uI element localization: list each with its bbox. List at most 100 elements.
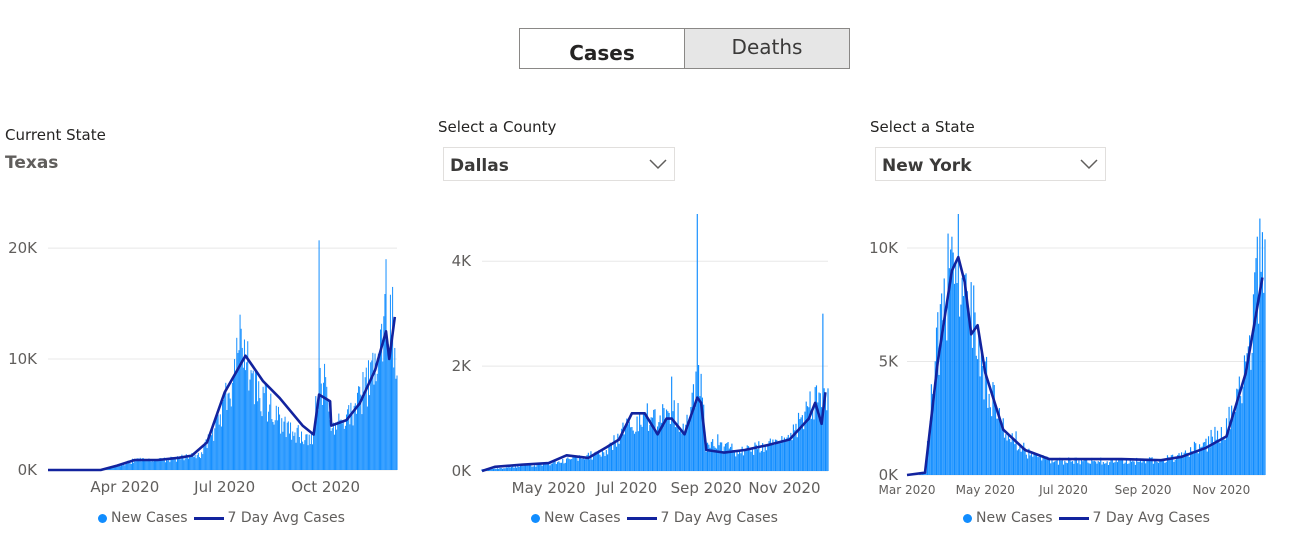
new-cases-bar <box>656 426 659 471</box>
deaths-button[interactable]: Deaths <box>684 29 849 68</box>
new-cases-bar <box>1242 386 1244 475</box>
legend-chart-1: New Cases 7 Day Avg Cases <box>98 510 345 526</box>
new-cases-bar <box>1164 463 1166 475</box>
new-cases-bar <box>302 441 304 470</box>
new-cases-bar <box>184 458 186 470</box>
new-cases-bar <box>504 468 506 471</box>
new-cases-bar <box>168 458 170 470</box>
new-cases-bar <box>265 383 267 470</box>
new-cases-bar <box>1109 462 1111 475</box>
new-cases-bar <box>293 435 295 470</box>
new-cases-bar <box>1172 454 1174 475</box>
new-cases-bar <box>151 459 153 470</box>
legend-avg: 7 Day Avg Cases <box>1092 510 1210 526</box>
new-cases-bar <box>118 464 120 470</box>
new-cases-bar <box>277 406 279 470</box>
new-cases-bar <box>1125 459 1127 475</box>
new-cases-bar <box>795 423 797 471</box>
x-tick-label: May 2020 <box>512 479 586 497</box>
new-cases-bar <box>297 425 299 470</box>
new-cases-bar <box>138 460 140 470</box>
new-cases-bar <box>202 454 204 470</box>
new-cases-bar <box>1130 461 1133 475</box>
new-cases-legend-marker <box>531 513 540 523</box>
new-cases-bar <box>732 450 734 471</box>
new-cases-bar <box>1207 436 1210 475</box>
new-cases-bar <box>1231 405 1233 475</box>
county-select-label: Select a County <box>438 118 557 136</box>
new-cases-bar <box>737 454 739 471</box>
new-cases-bar <box>952 252 954 475</box>
new-cases-bar <box>648 430 650 471</box>
new-cases-bar <box>1255 258 1257 475</box>
new-cases-bar <box>758 441 760 471</box>
county-dropdown[interactable]: Dallas <box>443 147 675 181</box>
new-cases-bar <box>1183 452 1185 475</box>
new-cases-bar <box>574 455 577 471</box>
new-cases-bar <box>517 465 519 471</box>
new-cases-bar <box>928 444 930 475</box>
new-cases-bar <box>243 339 245 470</box>
new-cases-bar <box>677 403 679 471</box>
new-cases-bar <box>1263 292 1265 475</box>
new-cases-bar <box>654 409 656 471</box>
new-cases-bar <box>591 459 593 471</box>
new-cases-bar <box>1138 461 1140 475</box>
new-cases-bar <box>195 458 197 470</box>
new-cases-bar <box>1079 464 1081 475</box>
new-cases-bar <box>1027 458 1029 475</box>
new-cases-bar <box>317 410 319 470</box>
new-cases-bar <box>304 440 306 470</box>
new-cases-bar <box>1133 461 1135 475</box>
new-cases-bar <box>1148 457 1151 475</box>
new-cases-bar <box>618 443 620 471</box>
new-cases-bar <box>577 460 579 471</box>
new-cases-bar <box>1232 415 1234 475</box>
new-cases-bar <box>1223 439 1225 475</box>
cases-button[interactable]: Cases <box>520 29 684 68</box>
new-cases-bar <box>1005 434 1007 475</box>
new-cases-bar <box>772 439 774 471</box>
new-cases-bar <box>1077 463 1079 475</box>
new-cases-bar <box>503 468 505 471</box>
new-cases-bar <box>183 460 185 470</box>
new-cases-bar <box>934 361 936 475</box>
new-cases-bar <box>500 468 502 471</box>
new-cases-bar <box>750 451 752 471</box>
new-cases-bar <box>1197 453 1199 475</box>
new-cases-bar <box>381 323 383 470</box>
new-cases-bar <box>655 433 657 471</box>
new-cases-bar <box>336 429 338 470</box>
new-cases-bar <box>774 439 777 471</box>
new-cases-bar <box>1159 460 1161 475</box>
new-cases-bar <box>1219 442 1221 475</box>
new-cases-bar <box>156 460 158 470</box>
new-cases-bar <box>641 426 643 471</box>
state-dropdown[interactable]: New York <box>875 147 1106 181</box>
new-cases-bar <box>730 446 732 471</box>
new-cases-bar <box>321 404 323 470</box>
new-cases-bar <box>808 407 810 471</box>
new-cases-bar <box>636 416 638 471</box>
new-cases-bar <box>1110 458 1112 475</box>
new-cases-bar <box>598 450 600 471</box>
new-cases-bar <box>947 233 949 475</box>
new-cases-bar <box>1101 464 1103 475</box>
avg-cases-line <box>481 392 827 473</box>
new-cases-bar <box>1047 459 1049 475</box>
new-cases-bar <box>970 282 972 475</box>
new-cases-bar <box>330 430 332 470</box>
new-cases-bar <box>340 419 342 470</box>
new-cases-bar <box>1179 455 1181 475</box>
new-cases-bar <box>1107 465 1110 475</box>
new-cases-bar <box>490 468 492 471</box>
new-cases-bar <box>1113 462 1115 475</box>
new-cases-bar <box>174 457 176 470</box>
current-state-value: Texas <box>5 153 59 173</box>
new-cases-bar <box>690 406 692 471</box>
new-cases-bar <box>1218 440 1220 475</box>
new-cases-bar <box>263 393 265 470</box>
new-cases-bar <box>290 422 292 470</box>
new-cases-bar <box>307 445 309 470</box>
